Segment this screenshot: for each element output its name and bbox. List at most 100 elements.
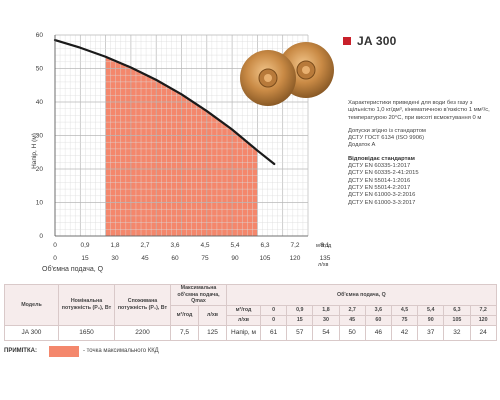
- x-tick-label-lmin: 105: [260, 255, 271, 262]
- admission-line-2: ДСТУ ГОСТ 6134 (ISO 9906): [348, 135, 425, 142]
- q-lmin-cell: 90: [417, 314, 445, 326]
- head-cell: 57: [286, 324, 314, 341]
- q-m3h-cell: 4,5: [390, 304, 419, 316]
- x-tick-label-lmin: 90: [231, 255, 239, 262]
- y-tick-label: 10: [36, 200, 44, 207]
- legend-text: - точка максимального ККД: [82, 348, 159, 354]
- q-lmin-cell: 105: [443, 314, 471, 326]
- product-title-block: JA 300: [343, 34, 396, 48]
- x-tick-label-m3h: 4,5: [200, 242, 209, 249]
- head-cell: 46: [364, 324, 392, 341]
- standard-item: ДСТУ EN 60335-2-41:2015: [348, 170, 419, 177]
- characteristics-note: Характеристики приведені для води без га…: [348, 100, 490, 121]
- header-unit-lmin: л/хв: [197, 304, 228, 326]
- header-consumed-power: Споживана потужність (P₁), Вт: [114, 284, 171, 326]
- standard-item: ДСТУ EN 61000-3-3:2017: [348, 199, 416, 206]
- head-cell: 32: [443, 324, 471, 341]
- standard-item: ДСТУ EN 55014-2:2017: [348, 184, 411, 191]
- q-m3h-cell: 0: [260, 304, 288, 316]
- x-axis-label: Об'ємна подача, Q: [42, 265, 104, 273]
- head-cell: 61: [260, 324, 288, 341]
- cell-qmax-lmin: 125: [197, 324, 228, 341]
- pump-curve-chart: 0 10 20 30 40 50 60 0 0,9 1,8 2,7 3,6 4,5 5,4 6,3 7,2 8,…: [30, 32, 332, 273]
- standard-item: ДСТУ EN 61000-3-2:2016: [348, 192, 416, 199]
- admission-line-1: Допуски згідно із стандартом: [348, 127, 426, 134]
- head-cell-max-efficiency: 42: [390, 324, 419, 341]
- x-tick-label-m3h: 1,8: [110, 242, 119, 249]
- table-row: JA 300 1650 2200 7,5 125 Напір, м 61 57 …: [4, 324, 497, 341]
- x-tick-label-lmin: 120: [290, 255, 301, 262]
- y-tick-label: 20: [36, 166, 44, 173]
- x-tick-label-lmin: 135: [320, 255, 331, 262]
- q-lmin-cell: 30: [312, 314, 340, 326]
- x-tick-label-m3h: 8,1: [320, 242, 329, 249]
- x-tick-label-m3h: 6,3: [260, 242, 269, 249]
- y-tick-label: 30: [36, 133, 44, 140]
- x-tick-label-lmin: 15: [81, 255, 89, 262]
- y-tick-label: 40: [36, 99, 44, 106]
- cell-nominal-power: 1650: [58, 324, 115, 341]
- header-model: Модель: [4, 284, 59, 326]
- x-tick-label-m3h: 5,4: [230, 242, 239, 249]
- header-unit-lmin: л/хв: [226, 314, 262, 326]
- x-tick-label-m3h: 0,9: [80, 242, 89, 249]
- q-m3h-cell: 1,8: [312, 304, 340, 316]
- x-tick-label-m3h: 2,7: [140, 242, 149, 249]
- q-m3h-cell: 2,7: [338, 304, 366, 316]
- spec-table: Модель Номінальна потужність (P₂), Вт Сп…: [4, 284, 497, 341]
- product-title: JA 300: [357, 34, 397, 48]
- x-tick-label-lmin: 0: [53, 255, 57, 262]
- header-max-flow: Максимальна об'ємна подача, Qmax: [169, 284, 228, 306]
- q-m3h-cell: 7,2: [469, 304, 497, 316]
- q-lmin-cell: 60: [364, 314, 392, 326]
- specification-notes: Характеристики приведені для води без га…: [348, 100, 498, 207]
- x-tick-label-m3h: 3,6: [170, 242, 179, 249]
- standard-item: ДСТУ EN 60335-1:2017: [348, 163, 411, 170]
- cell-consumed-power: 2200: [114, 324, 171, 341]
- title-marker: [343, 37, 351, 45]
- x-tick-label-lmin: 60: [171, 255, 179, 262]
- header-unit-m3h: м³/год: [226, 304, 262, 316]
- x-unit-bottom: л/хв: [318, 262, 328, 268]
- q-m3h-cell: 5,4: [417, 304, 445, 316]
- standards-title: Відповідає стандартам: [348, 155, 415, 162]
- header-volume-flow: Об'ємна подача, Q: [226, 284, 497, 306]
- performance-curve-layer: [53, 38, 276, 166]
- legend-label: ПРИМІТКА:: [4, 348, 37, 354]
- y-tick-label: 50: [36, 66, 44, 73]
- legend: ПРИМІТКА: - точка максимального ККД: [4, 344, 159, 358]
- q-lmin-cell: 0: [260, 314, 288, 326]
- q-m3h-cell: 0,9: [286, 304, 314, 316]
- y-tick-label: 0: [39, 233, 43, 240]
- cell-head-label: Напір, м: [226, 324, 262, 341]
- spec-table-wrapper: Модель Номінальна потужність (P₂), Вт Сп…: [4, 284, 497, 341]
- head-cell: 24: [469, 324, 497, 341]
- x-unit-top: м³/год: [316, 243, 332, 249]
- head-cell: 54: [312, 324, 340, 341]
- header-nominal-power: Номінальна потужність (P₂), Вт: [58, 284, 115, 326]
- x-tick-label-lmin: 30: [111, 255, 119, 262]
- q-m3h-cell: 3,6: [364, 304, 392, 316]
- x-tick-label-lmin: 75: [201, 255, 209, 262]
- q-m3h-cell: 6,3: [443, 304, 471, 316]
- y-axis-label: Напір, H (м): [30, 133, 38, 169]
- impeller-image: [240, 42, 334, 106]
- y-tick-label: 60: [36, 32, 44, 39]
- cell-model: JA 300: [4, 324, 59, 341]
- impeller-front-icon: [240, 50, 296, 106]
- chart-axes: 0 10 20 30 40 50 60 0 0,9 1,8 2,7 3,6 4,5 5,4 6,3 7,2 8,…: [36, 32, 331, 262]
- q-lmin-cell: 45: [338, 314, 366, 326]
- q-lmin-cell: 75: [390, 314, 419, 326]
- header-unit-m3h: м³/год: [170, 304, 199, 326]
- x-tick-label-m3h: 7,2: [290, 242, 299, 249]
- standard-item: ДСТУ EN 55014-1:2016: [348, 177, 411, 184]
- q-lmin-cell: 120: [469, 314, 497, 326]
- q-lmin-cell: 15: [286, 314, 314, 326]
- cell-qmax-m3h: 7,5: [170, 324, 199, 341]
- legend-swatch: [48, 345, 79, 357]
- head-cell: 37: [417, 324, 445, 341]
- admission-line-3: Додаток А: [348, 142, 376, 149]
- x-tick-label-m3h: 0: [53, 242, 57, 249]
- x-tick-label-lmin: 45: [141, 255, 149, 262]
- head-cell: 50: [338, 324, 366, 341]
